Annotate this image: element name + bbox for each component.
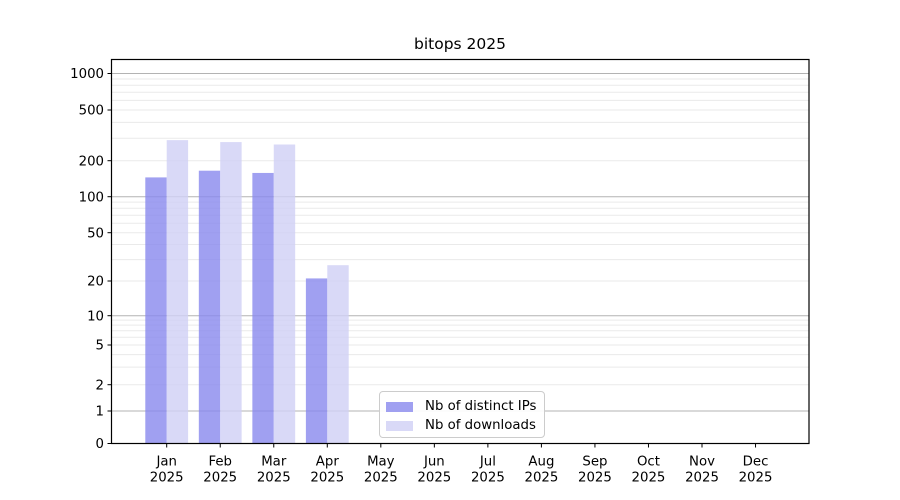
bar-distinct-ips-jan — [145, 177, 167, 444]
x-tick-label-jun: Jun — [423, 455, 445, 470]
bar-distinct-ips-apr — [305, 278, 328, 444]
x-tick-year-dec: 2025 — [739, 471, 773, 486]
bar-downloads-mar — [273, 144, 296, 444]
x-tick-label-mar: Mar — [261, 455, 287, 470]
legend-label-distinct-ips: Nb of distinct IPs — [425, 399, 537, 414]
plot-border — [110, 58, 810, 445]
x-tick-label-oct: Oct — [637, 455, 660, 470]
bar-downloads-apr — [327, 265, 349, 444]
bar-downloads-jan — [166, 140, 189, 444]
x-tick-label-dec: Dec — [743, 455, 769, 470]
x-tick-label-jan: Jan — [155, 455, 177, 470]
x-tick-label-may: May — [367, 455, 395, 470]
x-tick-label-nov: Nov — [689, 455, 715, 470]
legend-label-downloads: Nb of downloads — [425, 418, 536, 433]
y-tick-label-50: 50 — [87, 226, 104, 241]
x-tick-year-nov: 2025 — [685, 471, 719, 486]
bar-distinct-ips-mar — [252, 172, 274, 444]
x-tick-label-sep: Sep — [582, 455, 607, 470]
y-tick-label-1000: 1000 — [70, 67, 104, 82]
bar-downloads-feb — [220, 142, 242, 444]
x-tick-year-apr: 2025 — [310, 471, 344, 486]
y-tick-label-2: 2 — [96, 378, 104, 393]
x-tick-year-jun: 2025 — [417, 471, 451, 486]
x-tick-year-jul: 2025 — [471, 471, 505, 486]
legend-swatch-downloads — [386, 420, 413, 431]
x-tick-label-feb: Feb — [208, 455, 232, 470]
x-tick-year-mar: 2025 — [257, 471, 291, 486]
x-tick-year-may: 2025 — [364, 471, 398, 486]
y-tick-label-5: 5 — [96, 339, 104, 354]
y-tick-label-100: 100 — [79, 190, 104, 205]
x-tick-year-sep: 2025 — [578, 471, 612, 486]
x-tick-label-apr: Apr — [316, 455, 340, 470]
bar-distinct-ips-feb — [198, 170, 221, 444]
x-tick-year-oct: 2025 — [632, 471, 666, 486]
y-tick-label-200: 200 — [79, 154, 104, 169]
y-tick-label-1: 1 — [96, 405, 104, 420]
x-tick-year-feb: 2025 — [203, 471, 237, 486]
y-tick-label-0: 0 — [96, 437, 104, 452]
chart-title: bitops 2025 — [414, 35, 506, 53]
legend: Nb of distinct IPs Nb of downloads — [379, 391, 545, 438]
x-tick-label-jul: Jul — [479, 455, 496, 470]
legend-item-distinct-ips: Nb of distinct IPs — [386, 397, 536, 416]
x-tick-label-aug: Aug — [528, 455, 554, 470]
x-tick-year-jan: 2025 — [150, 471, 184, 486]
legend-item-downloads: Nb of downloads — [386, 416, 536, 435]
legend-swatch-distinct-ips — [386, 401, 413, 412]
y-tick-label-10: 10 — [87, 309, 104, 324]
y-tick-label-20: 20 — [87, 275, 104, 290]
y-tick-label-500: 500 — [79, 104, 104, 119]
x-tick-year-aug: 2025 — [524, 471, 558, 486]
